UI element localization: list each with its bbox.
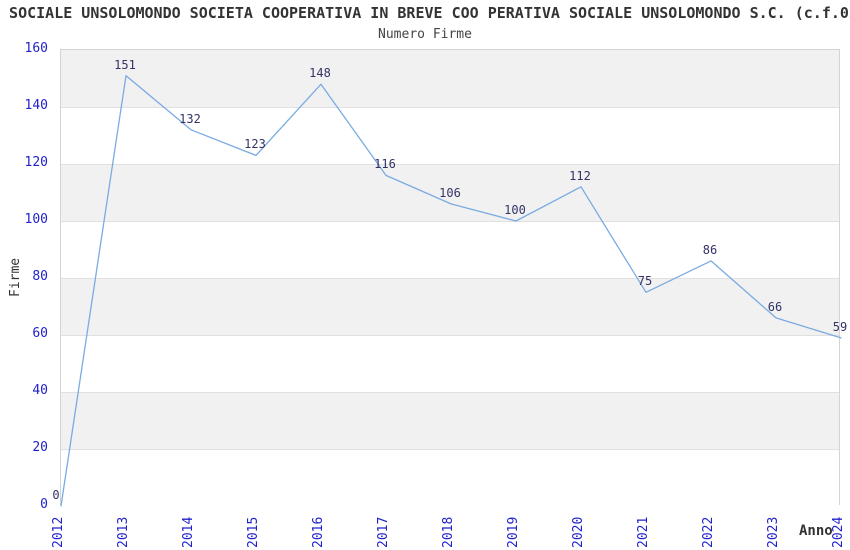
- plot-band: [61, 278, 839, 335]
- data-point-label: 66: [767, 299, 783, 314]
- data-point-label: 100: [504, 203, 526, 217]
- data-point-label: 106: [439, 185, 461, 200]
- x-tick-label: 2015: [246, 516, 261, 548]
- x-tick-label: 2012: [51, 516, 66, 548]
- x-tick-label: 2021: [636, 516, 651, 548]
- data-point-label: 112: [569, 168, 591, 183]
- data-point-label: 86: [702, 242, 718, 257]
- plot-band: [61, 164, 839, 221]
- gridline: [61, 221, 839, 222]
- x-tick-label: 2022: [701, 516, 716, 548]
- y-tick-label: 100: [24, 212, 48, 227]
- plot-band: [61, 107, 839, 164]
- plot-band: [61, 392, 839, 449]
- x-tick-label: 2024: [831, 516, 846, 548]
- data-point-label: 75: [637, 274, 653, 289]
- data-point-label: 148: [309, 66, 331, 81]
- gridline: [61, 278, 839, 279]
- y-tick-label: 120: [24, 155, 48, 170]
- data-point-label: 116: [374, 157, 396, 172]
- y-tick-label: 0: [40, 497, 48, 512]
- gridline: [61, 107, 839, 108]
- data-point-label: 151: [114, 57, 136, 72]
- line-series: [60, 75, 842, 507]
- chart-subtitle: Numero Firme: [378, 27, 472, 42]
- y-axis-title: Firme: [8, 257, 23, 297]
- x-tick-label: 2023: [766, 516, 781, 548]
- data-point-label: 59: [832, 319, 848, 334]
- plot-band: [61, 221, 839, 278]
- x-tick-label: 2018: [441, 516, 456, 548]
- y-tick-label: 60: [32, 326, 48, 341]
- chart-title: A SOCIALE UNSOLOMONDO SOCIETA COOPERATIV…: [0, 4, 850, 22]
- data-point-label: 132: [179, 111, 201, 126]
- data-point-label: 0: [52, 488, 60, 502]
- plot-band: [61, 335, 839, 392]
- x-tick-label: 2013: [116, 516, 131, 548]
- series-polyline: [60, 75, 842, 507]
- x-tick-label: 2019: [506, 516, 521, 548]
- gridline: [61, 335, 839, 336]
- y-tick-label: 40: [32, 383, 48, 398]
- plot-area: [60, 49, 842, 507]
- gridline: [61, 449, 839, 450]
- y-tick-label: 160: [24, 41, 48, 56]
- x-tick-label: 2017: [376, 516, 391, 548]
- gridline: [61, 392, 839, 393]
- y-tick-label: 80: [32, 269, 48, 284]
- x-tick-label: 2016: [311, 516, 326, 548]
- gridline: [61, 164, 839, 165]
- plot-band: [61, 50, 839, 107]
- x-tick-label: 2014: [181, 516, 196, 548]
- x-axis-title: Anno: [799, 523, 833, 539]
- y-tick-label: 140: [24, 98, 48, 113]
- y-tick-label: 20: [32, 440, 48, 455]
- x-tick-label: 2020: [571, 516, 586, 548]
- data-point-label: 123: [244, 137, 266, 152]
- plot-band: [61, 449, 839, 506]
